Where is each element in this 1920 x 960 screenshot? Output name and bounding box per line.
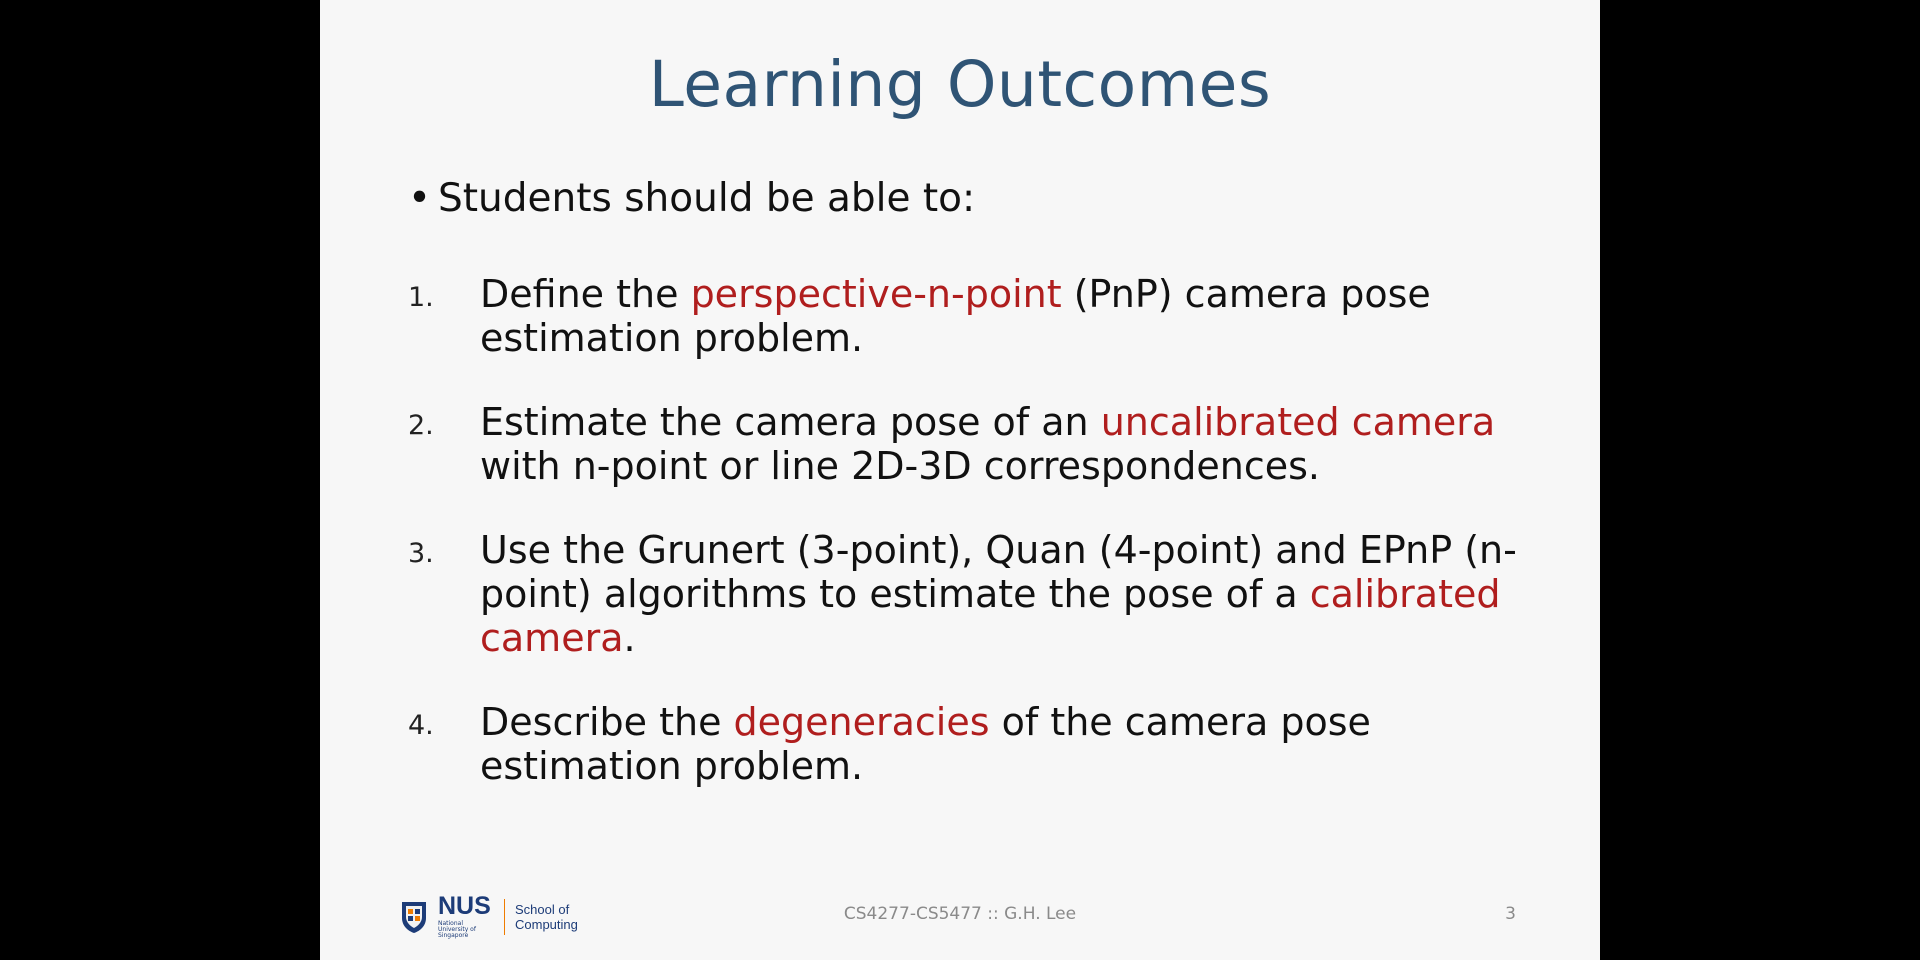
outcome-text: . xyxy=(623,616,636,660)
nus-logo-subtitle: National University of Singapore xyxy=(438,920,476,939)
slide-footer: NUS National University of Singapore Sch… xyxy=(320,884,1600,944)
school-line-2: Computing xyxy=(515,916,578,932)
slide-title: Learning Outcomes xyxy=(648,48,1272,121)
outcome-number: 4. xyxy=(408,710,434,741)
outcome-number: 3. xyxy=(408,538,434,569)
intro-bullet: • Students should be able to: xyxy=(408,176,975,221)
outcome-text: of the camera pose estimation problem. xyxy=(480,700,1371,788)
outcome-item: 4. Describe the degeneracies of the camer… xyxy=(408,700,1528,788)
outcome-text: Define the xyxy=(480,272,691,316)
highlighted-term: uncalibrated camera xyxy=(1100,400,1496,444)
school-name: School of Computing xyxy=(515,902,578,932)
intro-text: Students should be able to: xyxy=(438,176,976,221)
nus-logo: NUS National University of Singapore Sch… xyxy=(400,894,578,939)
bullet-icon: • xyxy=(408,176,432,221)
highlighted-term: calibrated camera xyxy=(480,572,1501,660)
outcome-text: with n-point or line 2D-3D correspondenc… xyxy=(480,444,1321,488)
outcome-text: Describe the xyxy=(480,700,734,744)
slide: Learning Outcomes • Students should be a… xyxy=(320,0,1600,960)
school-line-1: School of xyxy=(515,901,570,917)
outcome-item: 1. Define the perspective-n-point (PnP) c… xyxy=(408,272,1528,360)
highlighted-term: perspective-n-point xyxy=(690,272,1062,316)
page-number: 3 xyxy=(1505,904,1516,924)
outcome-item: 2. Estimate the camera pose of an uncalib… xyxy=(408,400,1528,488)
outcome-item: 3. Use the Grunert (3-point), Quan (4-poi… xyxy=(408,528,1528,660)
nus-logo-text: NUS xyxy=(438,892,491,920)
outcome-number: 1. xyxy=(408,282,434,313)
course-label: CS4277-CS5477 :: G.H. Lee xyxy=(843,904,1077,924)
outcome-text: Use the Grunert (3-point), Quan (4-point… xyxy=(480,528,1517,616)
outcome-number: 2. xyxy=(408,410,434,441)
logo-divider xyxy=(504,898,505,935)
outcome-list: 1. Define the perspective-n-point (PnP) c… xyxy=(408,272,1528,788)
nus-crest-icon xyxy=(402,901,426,933)
highlighted-term: degeneracies xyxy=(733,700,990,744)
outcome-text: (PnP) camera pose estimation problem. xyxy=(480,272,1431,360)
nus-wordmark: NUS National University of Singapore xyxy=(438,894,494,939)
outcome-text: Estimate the camera pose of an xyxy=(480,400,1101,444)
